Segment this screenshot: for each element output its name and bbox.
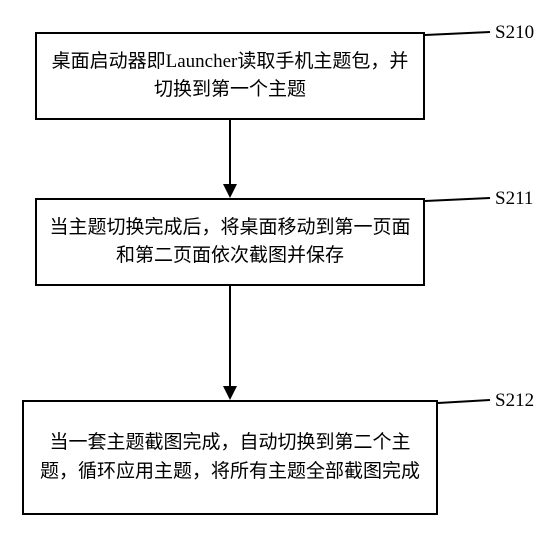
label-line-s212 — [0, 0, 557, 546]
flowchart-canvas: 桌面启动器即Launcher读取手机主题包，并切换到第一个主题 S210 当主题… — [0, 0, 557, 546]
